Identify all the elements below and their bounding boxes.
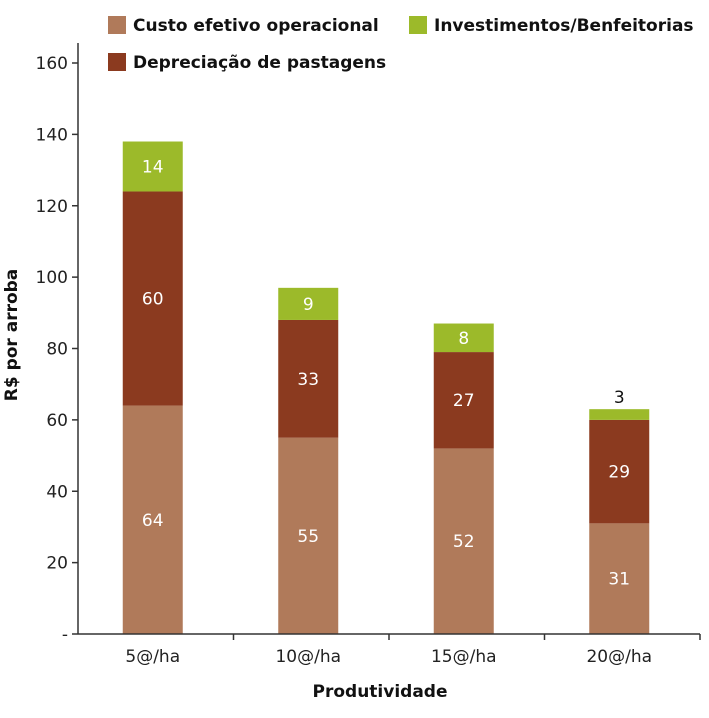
y-tick-label: 160 xyxy=(36,54,68,74)
bar-segment-depreciacao-de-pastagens xyxy=(278,319,339,438)
data-label: 31 xyxy=(608,570,630,590)
data-label: 52 xyxy=(453,532,475,552)
bar-segment-custo-efetivo-operacional xyxy=(589,523,650,634)
bar-segment-custo-efetivo-operacional xyxy=(433,448,494,634)
bar-segment-custo-efetivo-operacional xyxy=(278,437,339,634)
x-axis: 5@/ha 10@/ha 15@/ha 20@/ha xyxy=(78,633,701,667)
bar-segment-investimentos-benfeitorias xyxy=(433,323,494,353)
legend: Custo efetivo operacional Depreciação de … xyxy=(108,16,694,73)
bar-segment-depreciacao-de-pastagens xyxy=(589,419,650,524)
legend-swatch-investimentos-benfeitorias xyxy=(409,16,427,34)
data-label: 33 xyxy=(297,370,319,390)
y-tick-label: 40 xyxy=(46,482,68,502)
x-axis-title: Produtividade xyxy=(313,682,448,702)
bar-segment-depreciacao-de-pastagens xyxy=(122,191,183,406)
x-tick-label: 15@/ha xyxy=(431,647,497,667)
bar-segment-custo-efetivo-operacional xyxy=(122,405,183,634)
legend-label-custo-efetivo-operacional: Custo efetivo operacional xyxy=(133,16,379,36)
data-label: 29 xyxy=(608,463,630,483)
y-tick-label: 20 xyxy=(46,554,68,574)
data-label: 9 xyxy=(303,295,314,315)
bar-segment-investimentos-benfeitorias xyxy=(122,141,183,192)
y-tick-label: 100 xyxy=(36,268,68,288)
data-label: 60 xyxy=(142,290,164,310)
x-tick-label: 20@/ha xyxy=(586,647,652,667)
data-label: 27 xyxy=(453,391,475,411)
data-label: 55 xyxy=(297,527,319,547)
legend-swatch-depreciacao-de-pastagens xyxy=(108,53,126,71)
legend-label-depreciacao-de-pastagens: Depreciação de pastagens xyxy=(133,53,386,73)
y-tick-label: 120 xyxy=(36,197,68,217)
x-tick-label: 5@/ha xyxy=(125,647,180,667)
y-axis: - 20 40 60 80 100 120 140 160 xyxy=(36,43,79,645)
legend-label-investimentos-benfeitorias: Investimentos/Benfeitorias xyxy=(434,16,694,36)
bars: 64 60 14 55 33 9 52 27 8 31 29 3 xyxy=(122,141,650,634)
data-label: 8 xyxy=(458,329,469,349)
bar-segment-investimentos-benfeitorias xyxy=(589,409,650,420)
legend-swatch-custo-efetivo-operacional xyxy=(108,16,126,34)
data-label: 64 xyxy=(142,511,164,531)
x-tick-label: 10@/ha xyxy=(275,647,341,667)
data-label: 14 xyxy=(142,157,164,177)
bar-segment-depreciacao-de-pastagens xyxy=(433,352,494,449)
bar-segment-investimentos-benfeitorias xyxy=(278,287,339,320)
y-tick-label: 60 xyxy=(46,411,68,431)
y-tick-label: - xyxy=(62,625,68,645)
y-tick-label: 140 xyxy=(36,125,68,145)
y-tick-label: 80 xyxy=(46,340,68,360)
y-axis-title: R$ por arroba xyxy=(2,269,22,402)
data-label: 3 xyxy=(614,388,625,408)
